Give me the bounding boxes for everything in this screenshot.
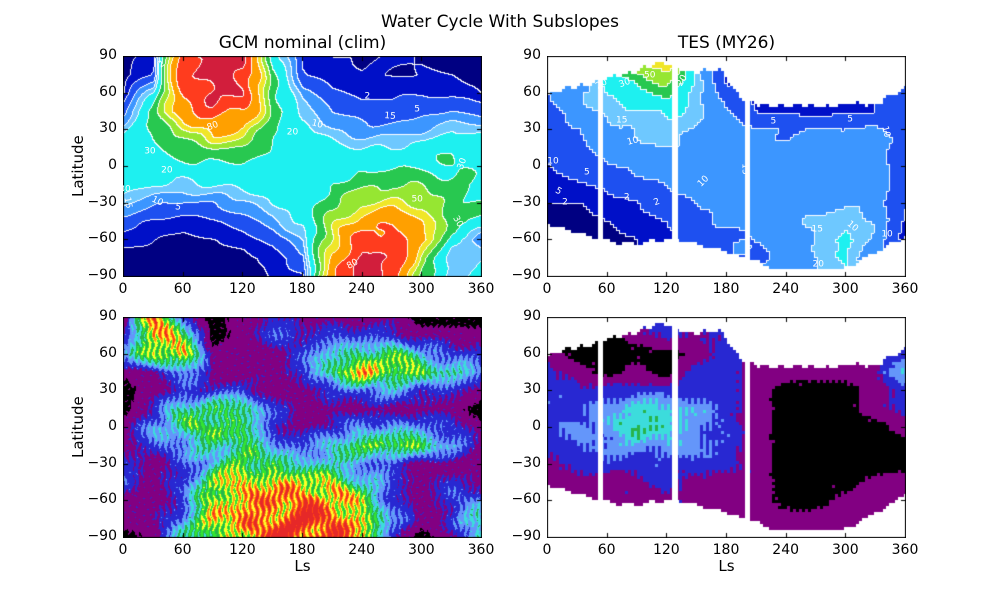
y-tick-label: −60 [511,230,541,247]
y-tick-label: 30 [523,120,541,137]
y-tick-label: 60 [523,344,541,361]
x-axis-label-ls-right: Ls [718,557,735,575]
x-tick-label: 360 [467,281,495,297]
panel-tes-cloud-plot [547,317,906,538]
x-tick-label: 360 [891,281,919,297]
y-tick-label: −90 [87,267,117,283]
panel-tes-vapor-plot [547,56,906,277]
x-tick-label: 180 [712,281,740,297]
x-tick-label: 120 [652,542,680,558]
y-tick-label: 30 [99,381,117,398]
x-tick-label: 300 [831,281,859,297]
x-tick-label: 0 [542,542,552,558]
x-tick-label: 240 [772,281,800,297]
x-tick-label: 0 [118,542,128,558]
x-tick-label: 120 [652,281,680,297]
x-tick-label: 240 [772,542,800,558]
panel-title-tes-vapor: TES (MY26) [677,33,776,53]
y-tick-label: 90 [523,47,541,63]
x-tick-label: 240 [348,281,376,297]
y-tick-label: −30 [87,193,117,210]
x-tick-label: 60 [173,542,192,558]
y-tick-label: 90 [99,308,117,324]
y-tick-label: −90 [87,528,117,544]
y-tick-label: 60 [99,344,117,361]
y-tick-label: 0 [108,157,117,173]
x-axis-label-ls-left: Ls [294,557,311,575]
x-tick-label: 360 [467,542,495,558]
y-tick-label: 0 [532,157,541,173]
figure-title: Water Cycle With Subslopes [381,12,619,32]
y-tick-label: −90 [511,267,541,283]
x-tick-label: 300 [407,542,435,558]
y-tick-label: 30 [523,381,541,398]
y-tick-label: −60 [511,491,541,508]
panel-gcm-vapor-plot [123,56,482,277]
x-tick-label: 60 [597,281,616,297]
y-tick-label: −60 [87,491,117,508]
x-tick-label: 0 [118,281,128,297]
x-tick-label: 300 [407,281,435,297]
x-tick-label: 180 [288,281,316,297]
panel-gcm-cloud-plot [123,317,482,538]
y-tick-label: 90 [99,47,117,63]
x-tick-label: 120 [228,281,256,297]
x-tick-label: 0 [542,281,552,297]
y-tick-label: −30 [511,193,541,210]
y-tick-label: 0 [108,418,117,434]
x-tick-label: 120 [228,542,256,558]
y-tick-label: −90 [511,528,541,544]
x-tick-label: 300 [831,542,859,558]
x-tick-label: 360 [891,542,919,558]
y-tick-label: 90 [523,308,541,324]
y-tick-label: 0 [532,418,541,434]
y-tick-label: −30 [511,454,541,471]
y-tick-label: 60 [523,83,541,100]
x-tick-label: 240 [348,542,376,558]
panel-title-gcm-vapor: GCM nominal (clim) [218,33,387,53]
y-tick-label: 30 [99,120,117,137]
y-tick-label: 60 [99,83,117,100]
y-tick-label: −60 [87,230,117,247]
x-tick-label: 180 [712,542,740,558]
x-tick-label: 60 [173,281,192,297]
y-tick-label: −30 [87,454,117,471]
x-tick-label: 60 [597,542,616,558]
x-tick-label: 180 [288,542,316,558]
